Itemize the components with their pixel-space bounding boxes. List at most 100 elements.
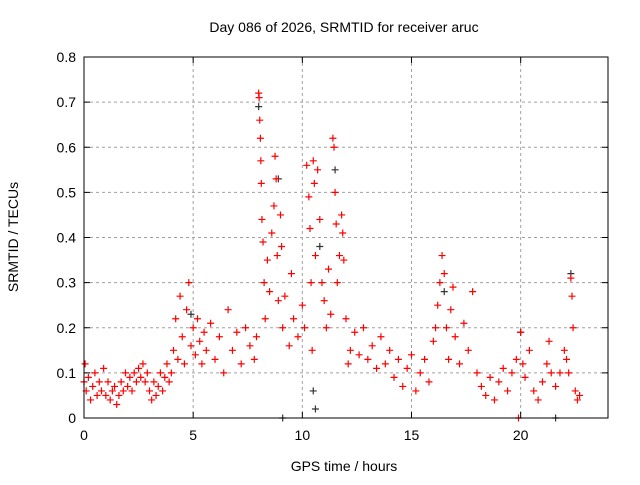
data-point-primary: [152, 391, 160, 399]
data-point-primary: [390, 373, 398, 381]
data-point-primary: [521, 373, 529, 381]
data-point-primary: [373, 364, 381, 372]
data-point-primary: [490, 396, 498, 404]
data-point-primary: [261, 315, 269, 323]
data-point-primary: [569, 324, 577, 332]
data-point-primary: [100, 364, 108, 372]
data-point-primary: [351, 328, 359, 336]
data-point-primary: [224, 306, 232, 314]
data-point-primary: [571, 387, 579, 395]
y-axis-label: SRMTID / TECUs: [5, 182, 21, 292]
y-tick-label: 0.6: [57, 139, 77, 155]
data-point-primary: [403, 364, 411, 372]
data-point-primary: [314, 166, 322, 174]
data-point-primary: [278, 243, 286, 251]
data-point-primary: [130, 369, 138, 377]
data-point-primary: [322, 324, 330, 332]
data-point-primary: [277, 211, 284, 219]
data-point-primary: [180, 360, 188, 368]
data-point-primary: [504, 387, 512, 395]
x-tick-label: 15: [404, 427, 420, 443]
data-point-primary: [294, 333, 302, 341]
data-point-primary: [563, 355, 571, 363]
data-point-primary: [121, 369, 129, 377]
data-point-primary: [340, 256, 348, 264]
data-point-primary: [456, 360, 464, 368]
data-point-primary: [150, 378, 158, 386]
data-point-primary: [115, 391, 123, 399]
data-point-primary: [545, 337, 553, 345]
data-point-primary: [273, 252, 281, 260]
data-point-primary: [124, 382, 132, 390]
series-primary: [80, 89, 584, 422]
data-point-primary: [106, 396, 114, 404]
data-point-primary: [220, 369, 228, 377]
data-point-primary: [287, 270, 295, 278]
data-point-primary: [416, 369, 424, 377]
data-point-primary: [519, 360, 527, 368]
data-point-primary: [386, 346, 394, 354]
data-point-primary: [187, 342, 195, 350]
data-point-primary: [530, 387, 538, 395]
data-point-primary: [355, 351, 363, 359]
data-point-primary: [309, 157, 317, 165]
data-point-primary: [183, 306, 191, 314]
data-point-primary: [95, 378, 103, 386]
data-point-primary: [154, 382, 162, 390]
data-point-primary: [344, 360, 352, 368]
data-point-primary: [270, 202, 278, 210]
data-point-primary: [258, 215, 266, 223]
data-point-primary: [256, 134, 264, 142]
data-point-primary: [408, 351, 415, 359]
data-point-primary: [310, 179, 318, 187]
data-point-primary: [170, 346, 178, 354]
data-point-primary: [451, 333, 459, 341]
data-point-primary: [359, 324, 367, 332]
data-point-primary: [271, 152, 279, 160]
data-point-primary: [200, 328, 208, 336]
data-point-primary: [268, 229, 276, 237]
data-point-primary: [285, 342, 293, 350]
data-point-primary: [330, 143, 338, 151]
data-point-primary: [148, 396, 156, 404]
data-points: [80, 89, 584, 422]
data-point-primary: [237, 360, 245, 368]
data-point-primary: [211, 355, 219, 363]
data-point-primary: [146, 387, 153, 395]
data-point-primary: [508, 369, 516, 377]
data-point-primary: [464, 346, 472, 354]
data-point-primary: [560, 346, 568, 354]
data-point-primary: [119, 387, 127, 395]
data-point-primary: [425, 378, 433, 386]
data-point-primary: [250, 355, 258, 363]
data-point-secondary: [309, 387, 317, 395]
data-point-primary: [108, 387, 116, 395]
data-point-primary: [473, 369, 481, 377]
data-point-primary: [279, 324, 287, 332]
data-point-primary: [329, 134, 337, 142]
data-point-primary: [97, 387, 105, 395]
data-point-primary: [318, 279, 326, 287]
data-point-primary: [81, 360, 89, 368]
data-point-primary: [399, 382, 407, 390]
data-point-primary: [568, 292, 576, 300]
data-point-primary: [482, 391, 490, 399]
data-point-primary: [87, 396, 95, 404]
data-point-primary: [442, 324, 450, 332]
x-tick-label: 10: [295, 427, 311, 443]
data-point-primary: [167, 369, 175, 377]
data-point-primary: [91, 369, 99, 377]
data-point-primary: [102, 391, 110, 399]
data-point-primary: [198, 360, 206, 368]
data-point-secondary: [187, 310, 195, 318]
y-tick-label: 0.4: [57, 230, 77, 246]
data-point-primary: [255, 94, 263, 102]
data-point-primary: [556, 369, 564, 377]
data-point-secondary: [311, 405, 319, 413]
data-point-primary: [176, 292, 184, 300]
data-point-primary: [242, 324, 250, 332]
data-point-primary: [178, 333, 186, 341]
data-point-primary: [126, 373, 134, 381]
data-point-primary: [495, 378, 503, 386]
